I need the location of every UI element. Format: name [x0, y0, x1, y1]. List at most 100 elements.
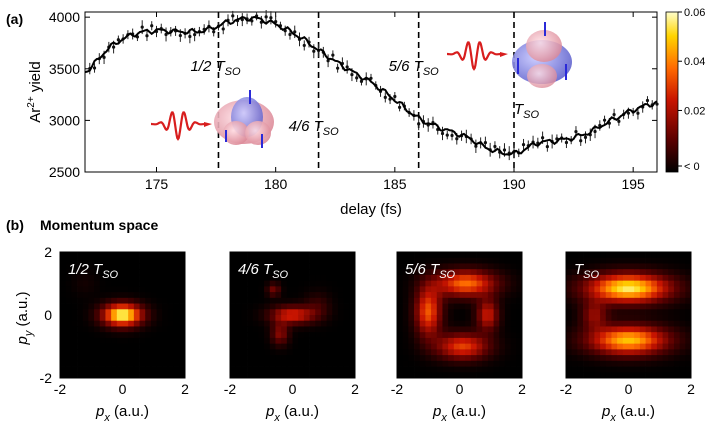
heatmap-cell: [298, 303, 305, 310]
heatmap-cell: [419, 372, 426, 379]
heatmap-cell: [685, 343, 692, 350]
heatmap-cell: [94, 280, 101, 287]
laser-pulse-left: [151, 111, 212, 141]
heatmap-cell: [679, 269, 686, 276]
heatmap-cell: [139, 349, 146, 356]
heatmap-cell: [303, 343, 310, 350]
heatmap-cell: [133, 286, 140, 293]
heatmap-cell: [145, 355, 152, 362]
px-axis-label-unit: (a.u.): [110, 403, 149, 420]
heatmap-cell: [656, 263, 663, 270]
heatmap-cell: [105, 337, 112, 345]
heatmap-cell: [600, 297, 607, 304]
heatmap-cell: [611, 366, 618, 373]
heatmap-cell: [88, 337, 95, 345]
heatmap-cell: [332, 257, 339, 264]
heatmap-cell: [343, 263, 350, 270]
heatmap-cell: [639, 274, 646, 282]
heatmap-cell: [639, 372, 646, 379]
heatmap-cell: [673, 332, 681, 339]
heatmap-cell: [105, 360, 112, 367]
heatmap-cell: [320, 320, 327, 327]
heatmap-cell: [252, 292, 259, 299]
heatmap-cell: [71, 286, 78, 293]
heatmap-cell: [442, 286, 449, 293]
heatmap-cell: [673, 320, 681, 327]
heatmap-cell: [510, 257, 517, 264]
heatmap-cell: [145, 252, 152, 259]
data-point: [221, 27, 225, 31]
heatmap-cell: [476, 257, 483, 264]
heatmap-cell: [577, 280, 584, 287]
px-axis-label-unit: (a.u.): [447, 403, 486, 420]
heatmap-cell: [309, 372, 316, 379]
heatmap-cell: [241, 297, 248, 304]
heatmap-cell: [65, 263, 72, 270]
heatmap-cell: [662, 303, 669, 310]
heatmap-cell: [82, 326, 89, 333]
heatmap-cell: [425, 297, 432, 304]
heatmap-cell: [645, 303, 652, 310]
data-point: [240, 17, 244, 22]
heatmap-cell: [431, 263, 438, 270]
heatmap-cell: [179, 366, 186, 373]
heatmap-cell: [173, 252, 180, 259]
heatmap-cell: [645, 280, 652, 287]
heatmap-cell: [493, 366, 500, 373]
heatmap-cell: [349, 280, 356, 287]
heatmap-cell: [673, 269, 681, 276]
heatmap-cell: [105, 315, 112, 322]
heatmap-cell: [419, 320, 426, 327]
heatmap-cell: [133, 349, 140, 356]
heatmap-cell: [241, 337, 248, 345]
heatmap-cell: [264, 297, 271, 304]
heatmap-cell: [264, 292, 271, 299]
heatmap-cell: [309, 309, 316, 316]
heatmap-cell: [459, 286, 466, 293]
heatmap-cell: [286, 315, 293, 322]
heatmap-cell: [442, 320, 449, 327]
heatmap-cell: [499, 366, 506, 373]
heatmap-cell: [656, 349, 663, 356]
heatmap-cell: [286, 326, 293, 333]
heatmap-cell: [685, 292, 692, 299]
heatmap-cell: [493, 355, 500, 362]
heatmap-cell: [264, 360, 271, 367]
data-point: [521, 143, 526, 147]
heatmap-cell: [482, 286, 489, 293]
heatmap-cell: [679, 343, 686, 350]
heatmap-cell: [60, 257, 67, 264]
heatmap-cell: [605, 372, 612, 379]
heatmap-cell: [315, 326, 322, 333]
heatmap-cell: [150, 263, 157, 270]
heatmap-cell: [487, 274, 494, 282]
heatmap-cell: [247, 292, 254, 299]
heatmap-cell: [116, 337, 123, 345]
heatmap-cell: [510, 252, 517, 259]
heatmap-cell: [111, 326, 118, 333]
heatmap-cell: [343, 303, 350, 310]
heatmap-cell: [476, 332, 483, 339]
heatmap-cell: [639, 343, 646, 350]
heatmap-cell: [99, 332, 106, 339]
heatmap-cell: [281, 257, 288, 264]
heatmap-cell: [111, 343, 118, 350]
heatmap-cell: [516, 332, 523, 339]
heatmap-cell: [504, 326, 512, 333]
heatmap-cell: [588, 326, 595, 333]
heatmap-cell: [247, 274, 254, 282]
heatmap-cell: [685, 269, 692, 276]
heatmap-cell: [286, 280, 293, 287]
heatmap-cell: [611, 360, 618, 367]
heatmap-cell: [247, 297, 254, 304]
heatmap-cell: [167, 286, 175, 293]
heatmap-cell: [611, 303, 618, 310]
heatmap-cell: [292, 337, 299, 345]
heatmap-cell: [326, 252, 333, 259]
heatmap-cell: [594, 263, 601, 270]
heatmap-cell: [651, 297, 658, 304]
heatmap-cell: [453, 252, 460, 259]
heatmap-cell: [145, 320, 152, 327]
heatmap-cell: [275, 372, 282, 379]
heatmap-cell: [476, 297, 483, 304]
